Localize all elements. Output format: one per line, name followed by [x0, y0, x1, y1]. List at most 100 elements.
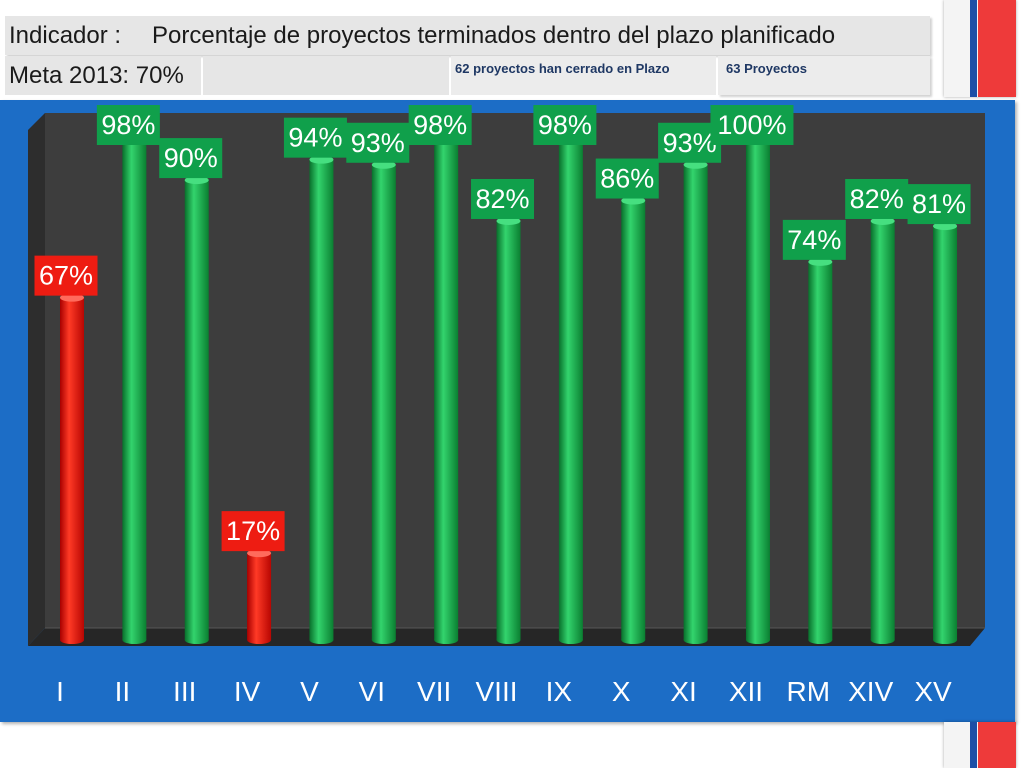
- data-label-box-X: [595, 158, 659, 199]
- indicator-title: Porcentaje de proyectos terminados dentr…: [152, 22, 836, 49]
- bar-body-V: [309, 159, 334, 640]
- data-label-XII: 100%: [710, 105, 794, 145]
- goal-cell: Meta 2013: 70%: [5, 56, 201, 95]
- bar-body-I: [60, 297, 84, 640]
- data-label-I: 67%: [34, 255, 98, 296]
- bar-XI: [683, 160, 708, 644]
- x-tick-label-IX: IX: [546, 676, 573, 707]
- bar-IV: [247, 549, 272, 644]
- bar-top-X: [621, 196, 646, 205]
- data-label-text-IX: 98%: [538, 110, 592, 140]
- bar-top-III: [184, 176, 209, 185]
- bar-top-XIV: [870, 216, 895, 225]
- x-tick-label-V: V: [300, 676, 319, 707]
- data-label-VII: 98%: [408, 105, 472, 145]
- x-tick-label-VII: VII: [417, 676, 451, 707]
- data-label-box-III: [159, 138, 223, 179]
- bar-VII: [434, 135, 459, 644]
- bar-body-IX: [558, 139, 583, 640]
- data-label-box-II: [96, 105, 160, 145]
- bar-top-V: [309, 155, 334, 164]
- data-labels: 67%98%90%17%94% 93%98%82%98%86%93%100%74%…: [34, 105, 971, 552]
- data-label-text-X: 86%: [600, 164, 654, 194]
- bar-RM: [808, 257, 833, 644]
- data-label-text-XI: 93%: [663, 128, 717, 158]
- x-tick-label-XII: XII: [729, 676, 763, 707]
- data-label-text-XIV: 82%: [850, 184, 904, 214]
- data-label-III: 90%: [159, 138, 223, 179]
- bar-V: [309, 155, 334, 644]
- flag-stripe-top-right: [944, 0, 1016, 97]
- bar-body-IV: [247, 553, 272, 640]
- x-tick-label-XI: XI: [670, 676, 696, 707]
- data-label-text-III: 90%: [164, 143, 218, 173]
- bar-body-XV: [933, 226, 958, 640]
- data-label-box-VII: [408, 105, 472, 145]
- data-label-text-RM: 74%: [787, 225, 841, 255]
- data-label-text-II: 98%: [101, 110, 155, 140]
- data-label-text-VIII: 82%: [475, 184, 529, 214]
- x-tick-label-I: I: [56, 676, 64, 707]
- x-tick-label-II: II: [115, 676, 131, 707]
- data-label-box-RM: [782, 219, 846, 260]
- data-label-VIII: 82%: [471, 178, 535, 219]
- bar-III: [184, 176, 209, 644]
- chart-panel: 67% 98% 90% 17% 94% 93% 98% 82% 98% 86% 93% 100% 74%…: [0, 100, 1015, 722]
- bar-body-X: [621, 200, 646, 640]
- data-label-text-I: 67%: [39, 261, 93, 291]
- bar-VIII: [496, 216, 521, 644]
- bars: [60, 125, 958, 644]
- data-label-text-VI: 93%: [351, 128, 405, 158]
- data-label-VI: 93%: [346, 122, 410, 163]
- bar-I: [60, 293, 84, 644]
- indicator-row: Indicador : Porcentaje de proyectos termi…: [5, 16, 930, 55]
- empty-cell: [203, 56, 449, 95]
- x-tick-label-III: III: [173, 676, 196, 707]
- data-label-text-V: 94%: [288, 123, 342, 153]
- data-label-text-VII: 98%: [413, 110, 467, 140]
- data-label-II: 98%: [96, 105, 160, 145]
- bar-body-VIII: [496, 220, 521, 640]
- data-label-V: 94%: [283, 117, 347, 158]
- bar-chart: 67%98%90%17%94% 93%98%82%98%86%93%100%74%…: [28, 105, 985, 707]
- data-label-box-I: [34, 255, 98, 296]
- x-axis-tick-labels: I II III IV V VI VII VIII IX X XI XII RM XIV XV: [56, 676, 952, 707]
- bar-body-VI: [371, 164, 396, 640]
- bar-body-II: [122, 139, 147, 640]
- data-label-box-IV: [221, 511, 285, 552]
- flag-red-stripe: [978, 0, 1016, 97]
- data-label-XIV: 82%: [845, 178, 909, 219]
- data-label-box-V: [283, 117, 347, 158]
- x-tick-label-RM: RM: [787, 676, 831, 707]
- data-label-text-XV: 81%: [912, 189, 966, 219]
- data-label-box-VIII: [471, 178, 535, 219]
- bar-body-RM: [808, 261, 833, 640]
- data-label-IX: 98%: [533, 105, 597, 145]
- bar-XV: [933, 222, 958, 644]
- data-label-box-XII: [710, 105, 794, 145]
- x-tick-label-X: X: [612, 676, 631, 707]
- x-tick-label-VI: VI: [359, 676, 385, 707]
- x-tick-label-VIII: VIII: [476, 676, 518, 707]
- data-label-box-XIV: [845, 178, 909, 219]
- bar-body-XII: [745, 129, 770, 640]
- data-label-text-XII: 100%: [717, 110, 786, 140]
- data-label-box-VI: [346, 122, 410, 163]
- flag-blue-stripe: [970, 722, 977, 768]
- total-projects-cell: 63 Proyectos: [718, 56, 930, 95]
- data-label-box-XV: [907, 184, 971, 225]
- bar-body-XIV: [870, 220, 895, 640]
- bar-body-III: [184, 180, 209, 640]
- x-tick-label-IV: IV: [234, 676, 261, 707]
- x-tick-label-XIV: XIV: [848, 676, 893, 707]
- bar-VI: [371, 160, 396, 644]
- x-tick-label-XV: XV: [914, 676, 952, 707]
- data-label-X: 86%: [595, 158, 659, 199]
- indicator-label: Indicador :: [9, 22, 122, 49]
- data-label-RM: 74%: [782, 219, 846, 260]
- bar-II: [122, 135, 147, 644]
- flag-stripe-bottom-right: [944, 722, 1016, 768]
- bar-XIV: [870, 216, 895, 644]
- bar-body-XI: [683, 164, 708, 640]
